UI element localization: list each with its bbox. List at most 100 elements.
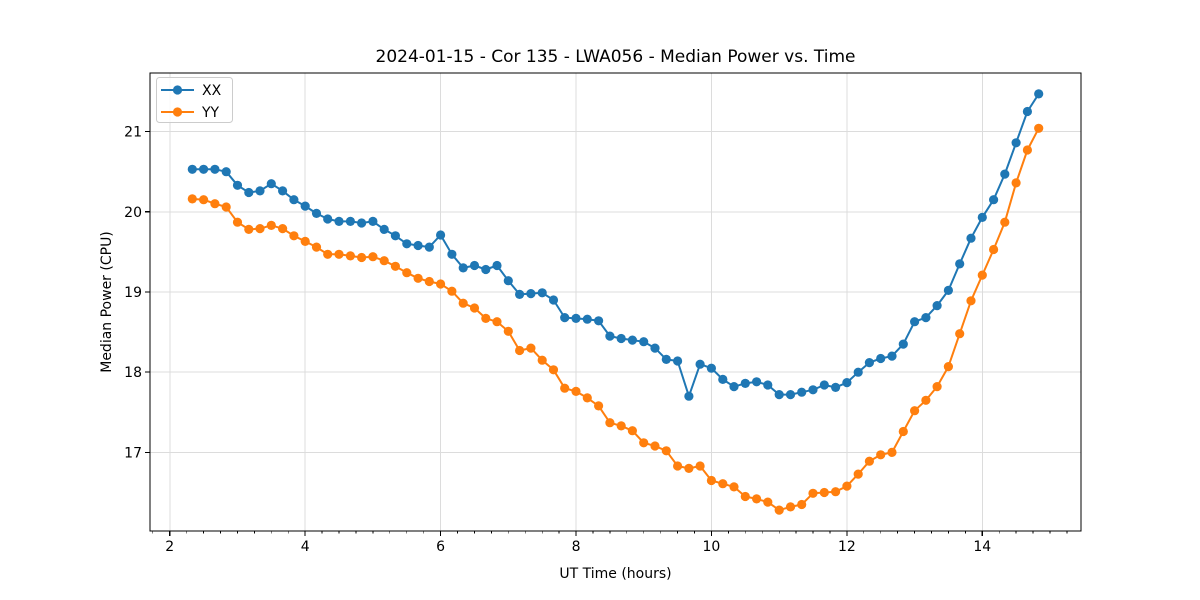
data-point: [673, 461, 683, 471]
data-point: [560, 383, 570, 393]
data-point: [323, 249, 333, 259]
data-point: [515, 345, 525, 356]
data-point: [808, 385, 818, 395]
data-point: [266, 179, 276, 189]
y-tick-label: 20: [124, 205, 142, 221]
data-point: [819, 380, 829, 390]
data-point: [447, 286, 457, 296]
series-xx-line: [191, 92, 1040, 398]
data-point: [357, 252, 367, 263]
data-point: [481, 313, 491, 323]
data-point: [876, 353, 886, 364]
x-tick-label: 4: [301, 539, 310, 555]
data-point: [278, 186, 288, 196]
data-point: [616, 421, 626, 431]
data-point: [300, 201, 310, 211]
data-point: [311, 208, 322, 218]
y-axis-label: Median Power (CPU): [99, 231, 115, 373]
legend-label: XX: [202, 83, 222, 99]
data-point: [639, 337, 649, 347]
data-point: [232, 217, 243, 227]
data-point: [1022, 145, 1032, 155]
data-point: [661, 446, 671, 456]
data-point: [695, 461, 705, 471]
data-point: [774, 505, 784, 515]
series-yy-markers: [187, 123, 1044, 515]
plot-area: 2 4 6 8 10 12 14 17 18 19 20 21: [124, 72, 1082, 555]
legend: XX YY: [156, 77, 233, 123]
data-point: [492, 317, 502, 327]
data-point: [548, 365, 559, 375]
data-point: [864, 456, 875, 466]
data-point: [943, 285, 954, 295]
data-point: [458, 263, 468, 273]
data-point: [932, 301, 942, 311]
x-axis-label: UT Time (hours): [559, 566, 671, 582]
data-point: [368, 216, 378, 226]
data-point: [345, 251, 355, 261]
data-point: [481, 264, 491, 275]
data-point: [819, 487, 829, 498]
data-point: [548, 295, 559, 305]
data-point: [594, 316, 604, 326]
data-point: [842, 481, 852, 491]
data-point: [379, 224, 389, 234]
data-point: [955, 259, 965, 269]
data-point: [199, 195, 209, 205]
data-point: [199, 164, 209, 174]
data-point: [740, 378, 750, 388]
data-point: [379, 256, 389, 266]
data-point: [1022, 106, 1032, 117]
data-point: [571, 313, 581, 323]
data-point: [594, 401, 604, 411]
data-point: [345, 216, 355, 226]
data-point: [255, 224, 265, 234]
data-point: [413, 273, 423, 283]
data-point: [650, 441, 660, 451]
data-point: [390, 261, 400, 271]
data-point: [831, 487, 841, 497]
data-point: [898, 339, 908, 349]
data-point: [887, 351, 897, 361]
data-point: [221, 202, 231, 212]
data-point: [921, 395, 931, 405]
series-yy-line: [191, 127, 1040, 512]
x-tick-label: 8: [572, 539, 581, 555]
data-point: [605, 331, 615, 341]
x-tick-label: 10: [703, 539, 721, 555]
data-point: [684, 391, 694, 401]
data-point: [797, 387, 807, 397]
data-point: [763, 497, 773, 507]
data-point: [458, 298, 468, 308]
data-point: [706, 475, 717, 486]
data-point: [718, 479, 728, 489]
data-point: [729, 482, 739, 492]
data-point: [255, 186, 265, 196]
data-point: [627, 426, 638, 436]
data-point: [1011, 138, 1021, 148]
data-point: [424, 276, 434, 287]
data-point: [582, 314, 592, 324]
data-point: [334, 216, 344, 226]
data-point: [424, 242, 434, 252]
legend-entry: XX: [161, 83, 222, 99]
data-point: [695, 359, 705, 369]
series-xx-markers: [187, 89, 1044, 401]
data-point: [447, 249, 457, 259]
data-point: [910, 317, 920, 327]
data-point: [289, 231, 299, 241]
data-point: [1000, 169, 1010, 179]
x-tick-label: 12: [838, 539, 856, 555]
data-point: [898, 426, 908, 437]
data-point: [661, 354, 671, 364]
data-point: [503, 326, 513, 336]
legend-marker: [172, 85, 183, 95]
data-point: [526, 289, 536, 299]
data-point: [729, 382, 739, 392]
data-point: [673, 356, 683, 366]
data-point: [1034, 123, 1044, 133]
data-point: [560, 313, 570, 323]
data-point: [876, 450, 886, 460]
